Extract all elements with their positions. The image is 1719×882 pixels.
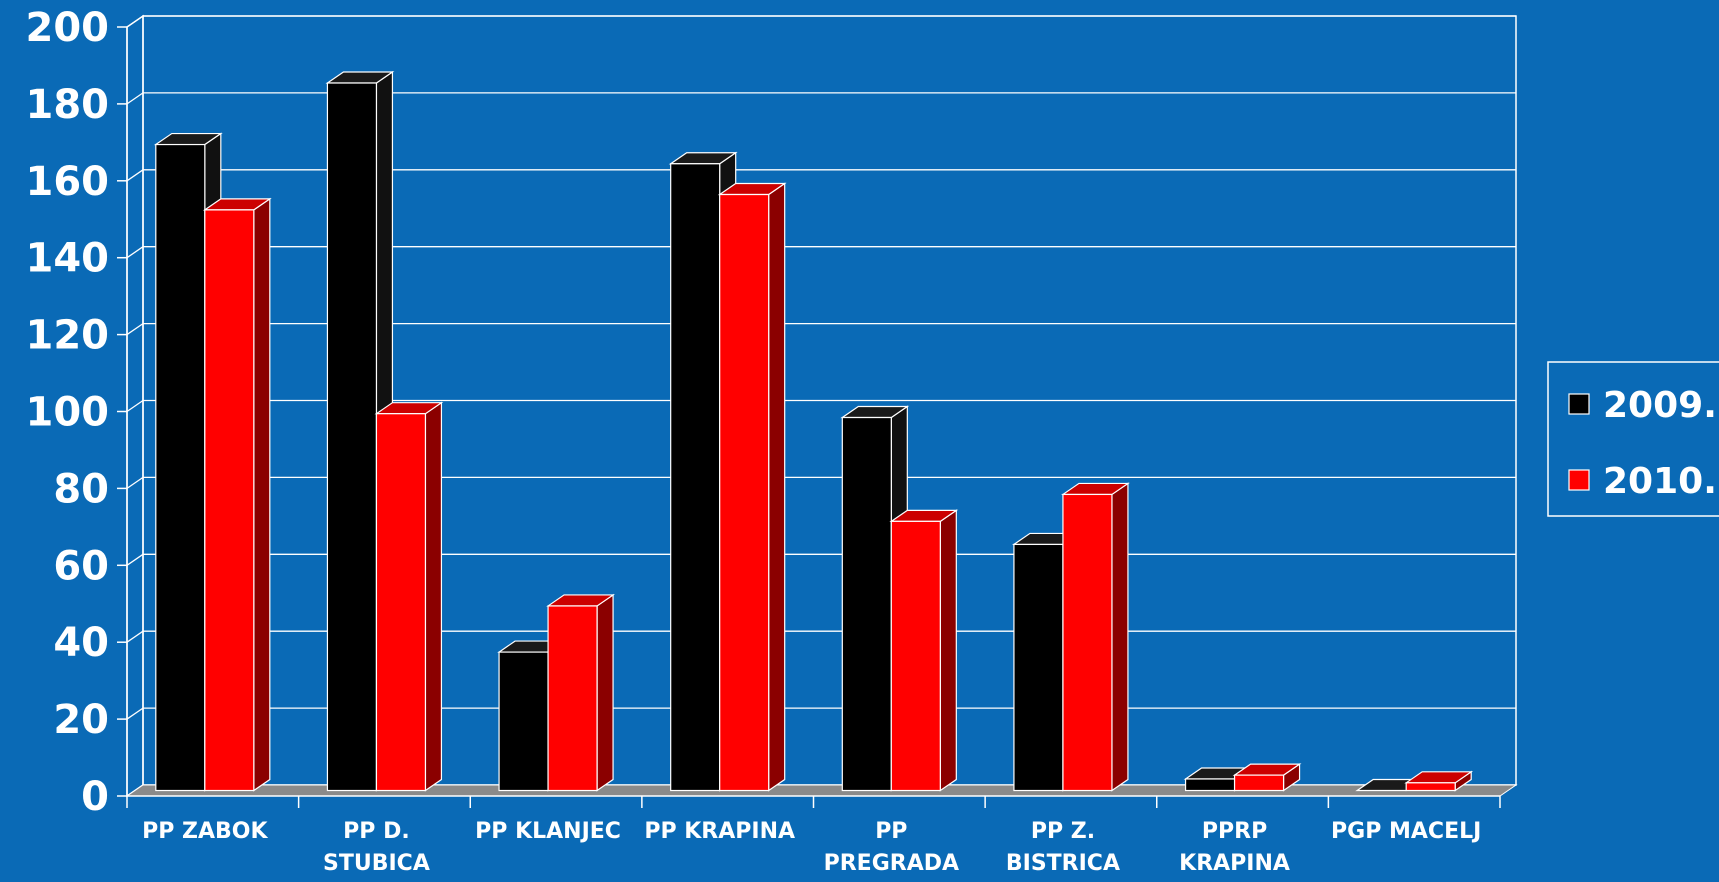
bar-side-face [424,401,443,792]
y-tick-label: 140 [26,236,110,282]
bars-layer [153,70,1474,792]
bar-2010 [1232,762,1302,792]
bar-2010 [1061,482,1130,792]
bar-side-face [1111,482,1129,792]
y-tick-label: 60 [53,543,109,589]
gridline-depth [126,92,144,105]
x-category-label: PPRP [1202,819,1267,844]
bar-front-face [1184,778,1236,792]
bar-front-face [1062,493,1113,792]
bar-front-face [155,143,206,792]
x-category-label: PP KRAPINA [644,819,795,844]
bar-front-face [890,520,941,792]
bar-side-face [596,593,614,792]
y-tick-label: 120 [26,313,110,359]
gridline-depth [126,246,144,259]
x-category-label: PP [875,819,907,844]
gridline-depth [126,15,144,28]
bar-front-face [547,605,598,792]
legend-swatch-2009 [1568,393,1590,415]
legend-box [1547,361,1719,517]
bar-side-face [939,509,957,792]
bar-side-face [253,197,271,792]
legend-swatch-2010 [1568,469,1590,491]
x-category-label: PREGRADA [824,851,959,876]
y-tick-label: 20 [53,697,109,743]
y-tick-label: 80 [53,466,109,512]
y-tick-label: 40 [53,620,109,666]
gridline-depth [126,476,144,489]
bar-front-face [375,413,427,792]
bar-2010 [1404,770,1474,792]
y-tick-label: 160 [26,159,110,205]
legend-label-2010: 2010. [1603,461,1717,502]
x-category-label: PP ZABOK [142,819,268,844]
bar-front-face [841,416,892,792]
bar-front-face [670,163,721,792]
bar-front-face [204,209,255,792]
y-tick-label: 0 [81,774,109,820]
bar-2010 [889,509,959,792]
bar-2010 [717,182,787,792]
x-category-label: PP KLANJEC [475,819,621,844]
bar-front-face [1233,774,1285,792]
gridline-depth [126,323,144,336]
legend-label-2009: 2009. [1603,385,1717,426]
bar-front-face [719,193,770,792]
x-category-label: PP Z. [1031,819,1095,844]
y-tick-label: 200 [26,5,110,51]
x-category-label: PGP MACELJ [1331,819,1481,844]
bar-front-face [1013,543,1064,792]
legend: 2009. 2010. [1547,361,1719,517]
bar-front-face [1405,782,1456,792]
x-category-label: STUBICA [323,851,430,876]
y-tick-label: 180 [26,82,110,128]
gridline-depth [126,399,144,413]
bar-2010 [546,593,615,792]
bar-front-face [326,82,378,792]
y-tick-label: 100 [26,390,110,436]
gridline-depth [126,707,144,720]
gridline-depth [126,169,144,182]
gridline-depth [126,553,144,566]
gridline-depth [126,630,144,643]
labels-layer: 0 20 40 60 80 100 120 140 160 180 200 PP ZABOK PP D.… [26,5,1482,876]
bar-side-face [768,182,786,792]
bar-2010 [374,401,444,792]
x-category-label: KRAPINA [1179,851,1290,876]
bar-2009 [840,405,910,792]
x-category-label: PP D. [343,819,410,844]
bar-2010 [202,197,272,792]
bar-front-face [498,651,549,792]
x-category-label: BISTRICA [1006,851,1120,876]
